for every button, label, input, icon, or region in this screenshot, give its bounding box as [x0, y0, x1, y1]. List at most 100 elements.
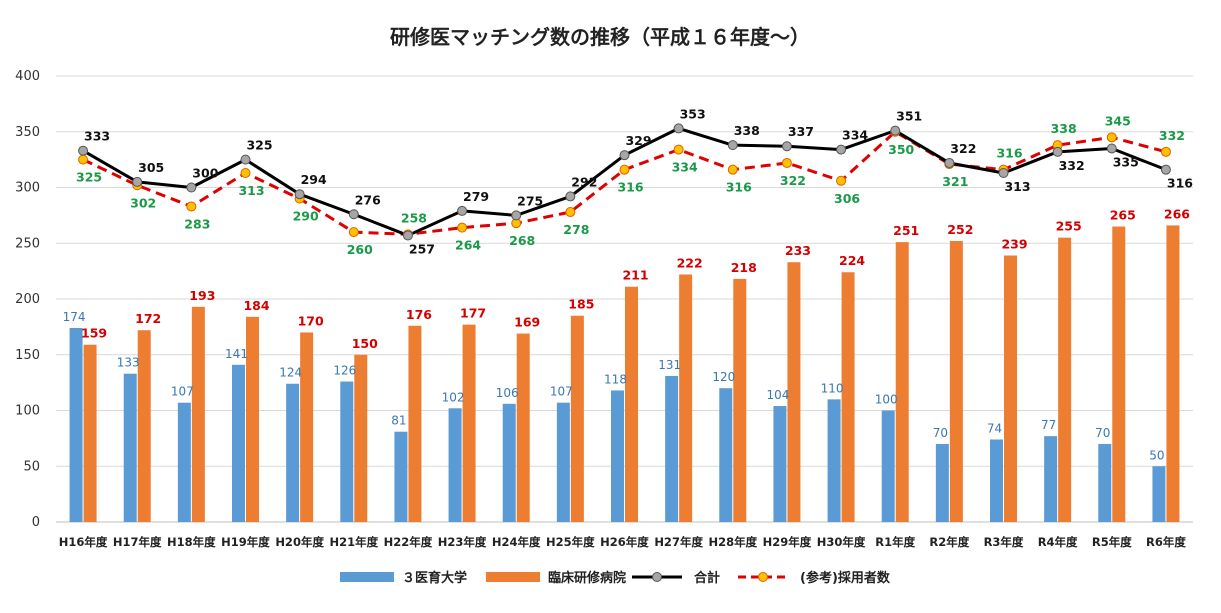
bar — [733, 278, 747, 522]
bar — [177, 402, 191, 522]
bar — [123, 373, 137, 522]
series-marker — [457, 205, 468, 216]
bar — [625, 286, 638, 522]
series-marker — [240, 154, 251, 165]
data-label: 257 — [409, 241, 435, 256]
data-label: 184 — [243, 298, 269, 313]
data-label: 332 — [1159, 128, 1185, 143]
x-tick-label: R2年度 — [929, 535, 969, 549]
data-labels: 174 133 107 141 124 126 81 102 106 107 118 131 120 10… — [63, 106, 1194, 462]
data-label: 260 — [347, 242, 373, 257]
y-tick-label: 0 — [32, 515, 40, 530]
data-label: 333 — [84, 129, 110, 144]
bar — [990, 439, 1003, 522]
series-marker — [836, 144, 847, 155]
x-tick-label: H28年度 — [708, 535, 757, 549]
series-marker — [565, 191, 576, 202]
data-label: 350 — [888, 142, 914, 157]
series-marker — [1160, 146, 1171, 157]
data-label: 334 — [842, 128, 868, 143]
bar — [1166, 225, 1180, 522]
data-label: 77 — [1041, 418, 1056, 432]
data-label: 276 — [355, 192, 381, 207]
bar — [1152, 466, 1166, 522]
data-label: 258 — [401, 210, 427, 225]
bar — [1112, 226, 1126, 522]
bar — [516, 333, 530, 522]
data-label: 50 — [1149, 448, 1164, 462]
x-tick-label: R5年度 — [1092, 535, 1132, 549]
data-label: 313 — [1004, 179, 1030, 194]
bar — [191, 306, 205, 522]
series-marker — [294, 189, 305, 200]
y-tick-label: 400 — [15, 69, 40, 84]
data-label: 131 — [658, 358, 681, 372]
bar — [462, 324, 476, 522]
series-marker — [781, 157, 792, 168]
bar — [949, 241, 963, 522]
y-tick-label: 250 — [15, 236, 40, 251]
data-label: 353 — [680, 106, 706, 121]
series-marker — [890, 125, 901, 136]
bar — [300, 332, 314, 522]
data-label: 107 — [550, 385, 573, 399]
bar — [787, 262, 801, 522]
data-label: 306 — [834, 191, 860, 206]
series-marker — [1106, 132, 1117, 143]
series-marker — [727, 140, 738, 151]
legend-swatch — [486, 572, 540, 582]
data-label: 224 — [839, 253, 865, 268]
data-label: 275 — [517, 193, 543, 208]
x-tick-label: H30年度 — [817, 535, 866, 549]
data-label: 222 — [677, 255, 703, 270]
data-label: 177 — [460, 306, 486, 321]
bar — [354, 354, 368, 522]
series-marker — [457, 222, 468, 233]
bar — [827, 399, 841, 522]
bar — [719, 388, 733, 522]
series-marker — [836, 175, 847, 186]
series-marker — [186, 201, 197, 212]
y-tick-label: 50 — [23, 459, 40, 474]
y-tick-label: 200 — [15, 292, 40, 307]
x-tick-label: H26年度 — [600, 535, 649, 549]
data-label: 316 — [1167, 176, 1193, 191]
data-label: 338 — [734, 123, 760, 138]
bar — [137, 330, 151, 522]
series-marker — [511, 210, 522, 221]
data-label: 268 — [509, 233, 535, 248]
data-label: 106 — [496, 386, 519, 400]
x-tick-label: R6年度 — [1146, 535, 1186, 549]
bar — [232, 364, 245, 522]
series-marker — [1106, 143, 1117, 154]
data-label: 283 — [184, 216, 210, 231]
bar — [665, 375, 679, 522]
x-tick-label: H29年度 — [763, 535, 812, 549]
data-label: 325 — [76, 170, 102, 185]
series-marker — [998, 168, 1009, 179]
x-tick-label: H23年度 — [438, 535, 487, 549]
bars — [69, 225, 1180, 523]
x-tick-label: H18年度 — [167, 535, 216, 549]
data-label: 322 — [950, 141, 976, 156]
data-label: 251 — [893, 223, 919, 238]
series-marker — [781, 141, 792, 152]
data-label: 255 — [1056, 219, 1082, 234]
x-tick-label: H17年度 — [113, 535, 162, 549]
y-tick-label: 100 — [15, 404, 40, 419]
series-marker — [619, 164, 630, 175]
y-tick-label: 350 — [15, 125, 40, 140]
data-label: 74 — [987, 421, 1002, 435]
bar — [611, 390, 624, 522]
y-tick-label: 150 — [15, 348, 40, 363]
series-marker — [565, 207, 576, 218]
gridlines — [56, 75, 1193, 523]
x-tick-label: H16年度 — [59, 535, 108, 549]
data-label: 185 — [568, 297, 594, 312]
x-tick-label: H24年度 — [492, 535, 541, 549]
data-label: 100 — [875, 393, 898, 407]
bar — [448, 408, 462, 522]
bar — [935, 443, 949, 522]
x-tick-label: R1年度 — [875, 535, 915, 549]
